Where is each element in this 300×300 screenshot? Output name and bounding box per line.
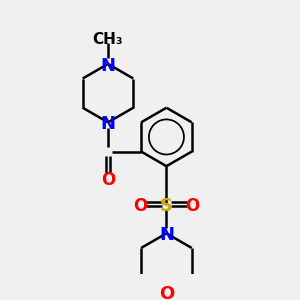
Text: O: O xyxy=(101,171,115,189)
Text: N: N xyxy=(159,226,174,244)
Text: O: O xyxy=(159,285,174,300)
Text: N: N xyxy=(100,115,116,133)
Text: S: S xyxy=(160,197,173,215)
Text: O: O xyxy=(133,197,147,215)
Text: N: N xyxy=(100,57,116,75)
Text: O: O xyxy=(186,197,200,215)
Text: CH₃: CH₃ xyxy=(93,32,123,46)
